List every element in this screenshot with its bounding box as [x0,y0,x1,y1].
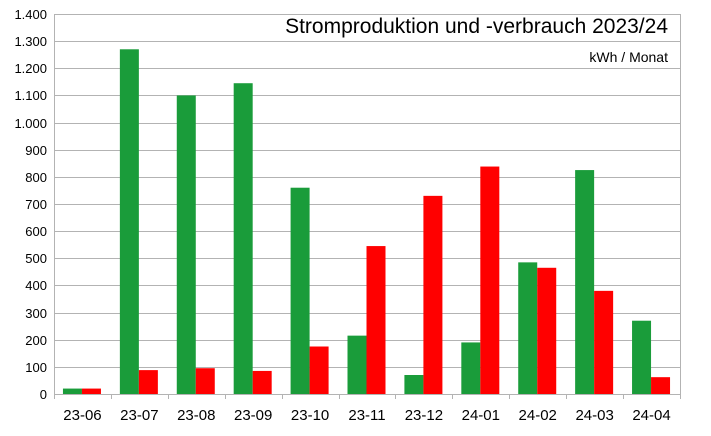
bar-production [290,187,310,394]
bar-consumption [480,166,500,394]
y-tick-label: 1.100 [14,88,47,103]
bar-production [176,95,196,394]
chart-title: Stromproduktion und -verbrauch 2023/24 [285,15,668,38]
x-tick-label: 23-12 [405,407,443,424]
bar-consumption [366,246,386,394]
x-tick-label: 24-04 [632,407,670,424]
bar-consumption [309,346,329,394]
bar-consumption [651,377,671,394]
y-tick-label: 100 [25,360,47,375]
y-tick-label: 1.000 [14,116,47,131]
x-tick-label: 23-08 [177,407,215,424]
y-tick-label: 200 [25,333,47,348]
bar-production [575,170,595,394]
bar-production [62,388,82,394]
x-tick-label: 23-06 [63,407,101,424]
bar-production [632,320,652,394]
y-tick-label: 600 [25,224,47,239]
y-tick-label: 1.300 [14,34,47,49]
x-tick-labels: 23-06 23-07 23-08 23-09 23-10 23-11 23-12 24-01… [63,407,670,424]
x-tick-label: 23-07 [120,407,158,424]
bar-production [518,262,538,394]
bar-consumption [81,388,101,394]
bar-production [119,49,139,395]
bar-consumption [195,368,215,394]
y-tick-label: 1.200 [14,61,47,76]
bar-consumption [252,370,272,394]
axes [54,14,681,399]
chart-subtitle: kWh / Monat [589,49,668,65]
bar-production [404,375,424,394]
x-tick-label: 24-01 [462,407,500,424]
y-tick-label: 700 [25,197,47,212]
bar-production [461,342,481,394]
bar-production [233,83,253,394]
y-tick-label: 300 [25,306,47,321]
bars [62,49,671,395]
x-tick-label: 24-02 [519,407,557,424]
bar-consumption [138,370,158,394]
x-tick-label: 23-09 [234,407,272,424]
y-tick-label: 800 [25,170,47,185]
y-tick-label: 400 [25,278,47,293]
y-tick-label: 500 [25,251,47,266]
bar-consumption [594,290,614,394]
x-tick-label: 23-11 [348,407,385,424]
y-tick-label: 0 [40,387,47,402]
bar-consumption [423,195,443,394]
y-tick-labels: 0 100 200 300 400 500 600 700 800 900 1.000 1.100 1.… [14,7,47,402]
x-tick-label: 24-03 [575,407,613,424]
y-tick-label: 1.400 [14,7,47,22]
x-tick-label: 23-10 [291,407,329,424]
y-tick-label: 900 [25,143,47,158]
bar-production [347,335,367,394]
bar-consumption [537,267,557,394]
